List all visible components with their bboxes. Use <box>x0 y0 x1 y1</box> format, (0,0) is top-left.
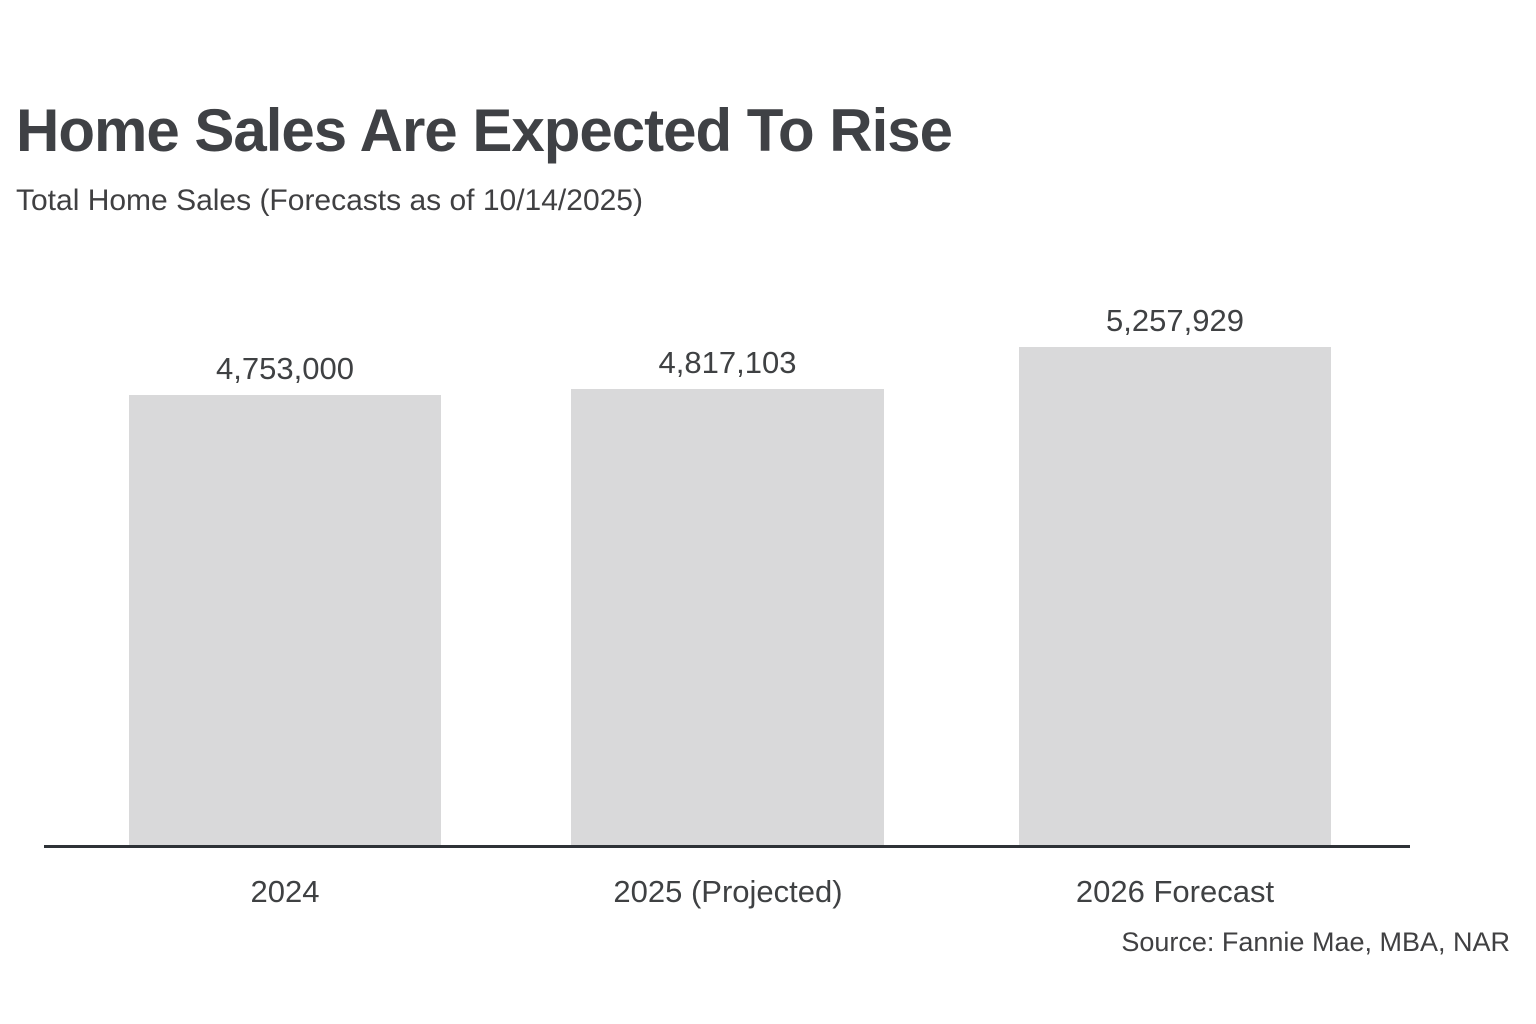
bar-value-label-2025-projected: 4,817,103 <box>658 344 797 380</box>
x-axis-tick-label-2025-projected: 2025 (Projected) <box>613 874 843 909</box>
bar-group-2024: 4,753,000 <box>129 350 441 845</box>
source-attribution: Source: Fannie Mae, MBA, NAR <box>1121 927 1510 957</box>
chart-subtitle: Total Home Sales (Forecasts as of 10/14/… <box>16 184 643 217</box>
bar-2026-forecast <box>1019 347 1331 845</box>
x-axis-tick-label-2026-forecast: 2026 Forecast <box>1075 874 1275 909</box>
bar-2024 <box>129 395 441 845</box>
x-axis-tick-label-2024: 2024 <box>250 874 320 909</box>
bar-2025-projected <box>571 389 884 845</box>
bar-group-2026-forecast: 5,257,929 <box>1019 302 1331 845</box>
bar-group-2025-projected: 4,817,103 <box>571 344 884 845</box>
bar-value-label-2024: 4,753,000 <box>216 350 354 386</box>
chart-title: Home Sales Are Expected To Rise <box>16 97 953 164</box>
bar-value-label-2026-forecast: 5,257,929 <box>1106 302 1244 338</box>
x-axis-line <box>44 845 1410 848</box>
